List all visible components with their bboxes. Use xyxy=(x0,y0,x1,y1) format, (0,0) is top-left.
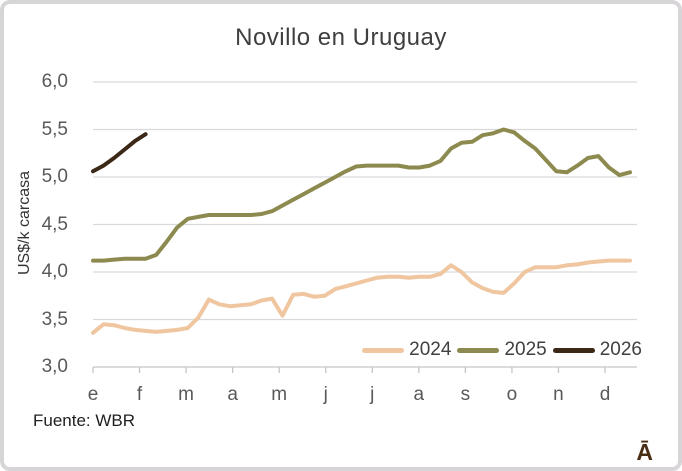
y-tick-label: 4,5 xyxy=(41,213,68,235)
x-tick-label-n: n xyxy=(553,384,564,405)
x-tick-label-o: o xyxy=(506,384,518,405)
brand-logo: Ā xyxy=(636,439,653,465)
legend-label-2024: 2024 xyxy=(409,339,452,360)
x-tick-label-a: a xyxy=(413,384,425,405)
legend-label-2025: 2025 xyxy=(504,339,547,360)
x-tick-label-s: s xyxy=(460,384,471,405)
x-tick-label-f: f xyxy=(136,384,143,405)
x-tick-label-a: a xyxy=(227,384,238,405)
x-tick-label-m: m xyxy=(178,384,194,405)
y-tick-label: 5,0 xyxy=(41,166,68,187)
legend-swatch-2026 xyxy=(552,347,595,353)
y-tick-label: 5,5 xyxy=(41,118,68,140)
legend-item-2026: 2026 xyxy=(552,339,642,361)
y-tick-label: 4,0 xyxy=(41,261,68,282)
legend-label-2026: 2026 xyxy=(599,339,642,360)
legend-item-2024: 2024 xyxy=(362,339,451,361)
series-line-2024 xyxy=(91,258,632,335)
legend-item-2025: 2025 xyxy=(457,339,547,361)
chart-title: Novillo en Uruguay xyxy=(235,24,447,51)
y-tick-label: 3,5 xyxy=(41,308,68,330)
legend-swatch-2025 xyxy=(457,347,500,353)
series-line-2026 xyxy=(91,132,148,174)
source-note: Fuente: WBR xyxy=(33,411,136,430)
y-tick-label: 3,0 xyxy=(41,356,68,377)
x-tick-label-d: d xyxy=(599,384,611,405)
x-tick-label-m: m xyxy=(271,384,288,405)
series-line-2025 xyxy=(91,127,632,263)
x-tick-label-j: j xyxy=(323,384,328,405)
x-tick-label-e: e xyxy=(87,384,99,405)
legend-swatch-2024 xyxy=(362,347,405,353)
x-tick-label-j: j xyxy=(370,384,375,405)
legend: 2024 2025 2026 xyxy=(362,339,642,361)
y-tick-label: 6,0 xyxy=(41,71,68,92)
